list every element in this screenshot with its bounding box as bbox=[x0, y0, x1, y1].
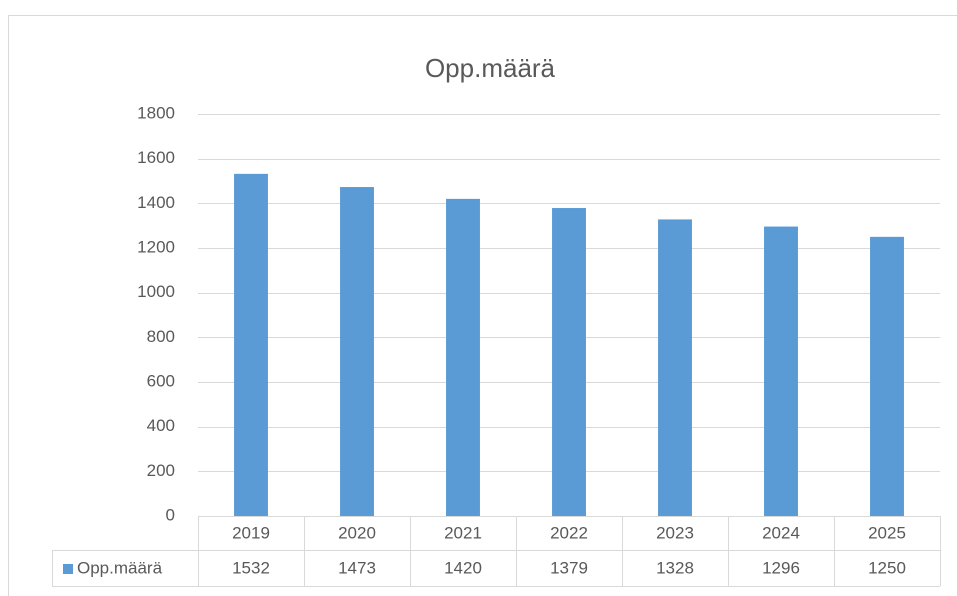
y-tick-label: 1400 bbox=[137, 193, 175, 212]
bar bbox=[764, 226, 798, 516]
y-tick-label: 1200 bbox=[137, 237, 175, 256]
x-tick-label: 2021 bbox=[444, 523, 482, 542]
bar bbox=[446, 198, 480, 516]
bar bbox=[552, 208, 586, 517]
legend-label: Opp.määrä bbox=[77, 558, 163, 577]
x-tick-label: 2020 bbox=[338, 523, 376, 542]
y-tick-label: 1800 bbox=[137, 103, 175, 122]
bar bbox=[658, 219, 692, 516]
y-tick-label: 1000 bbox=[137, 282, 175, 301]
table-value: 1532 bbox=[232, 558, 270, 577]
table-value: 1420 bbox=[444, 558, 482, 577]
x-tick-label: 2025 bbox=[868, 523, 906, 542]
y-tick-label: 0 bbox=[166, 505, 175, 524]
table-value: 1473 bbox=[338, 558, 376, 577]
table-value: 1379 bbox=[550, 558, 588, 577]
bar bbox=[340, 187, 374, 516]
legend-swatch bbox=[63, 564, 73, 574]
y-tick-label: 200 bbox=[147, 461, 175, 480]
bar bbox=[234, 173, 268, 516]
table-value: 1328 bbox=[656, 558, 694, 577]
y-tick-label: 800 bbox=[147, 327, 175, 346]
chart-title: Opp.määrä bbox=[425, 53, 556, 83]
table-value: 1250 bbox=[868, 558, 906, 577]
x-tick-label: 2022 bbox=[550, 523, 588, 542]
x-tick-label: 2019 bbox=[232, 523, 270, 542]
y-tick-label: 1600 bbox=[137, 148, 175, 167]
bar bbox=[870, 236, 904, 517]
y-tick-label: 400 bbox=[147, 416, 175, 435]
y-tick-label: 600 bbox=[147, 371, 175, 390]
table-value: 1296 bbox=[762, 558, 800, 577]
x-tick-label: 2023 bbox=[656, 523, 694, 542]
x-tick-label: 2024 bbox=[762, 523, 800, 542]
